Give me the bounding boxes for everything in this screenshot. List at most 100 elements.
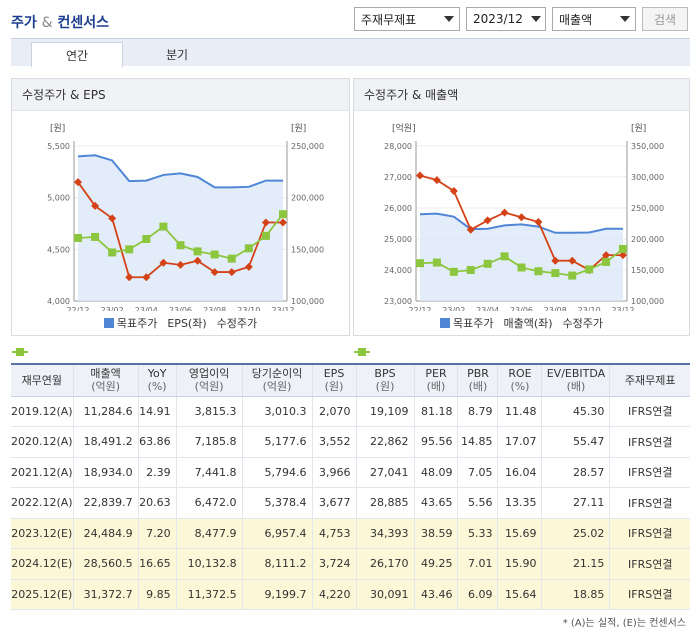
table-header-row: 재무연월 매출액 (억원) YoY (%) 영업이익 (억원) 당기순이익 (억원) EPS (원)… [11,363,690,397]
column-header: 재무연월 [11,363,74,397]
table-cell: 14.91 [137,396,177,427]
table-cell: 2022.12(A) [11,487,74,519]
column-header-unit: (원) [375,380,395,394]
left-series-point [432,176,441,185]
price-series-point [193,247,202,256]
column-header: 주재무제표 [609,363,690,397]
sales-chart-legend: 목표주가 매출액(좌) 수정주가 [354,315,689,356]
left-tick-label: 25,000 [384,235,412,244]
table-cell: 18.85 [541,579,610,610]
column-header-label: 재무연월 [21,373,63,387]
price-series-point [159,222,168,231]
standard-select[interactable]: 주재무제표 [354,7,460,31]
left-series-point [74,178,82,187]
x-tick-label: 23/10 [578,306,601,311]
right-tick-label: 100,000 [291,297,324,306]
table-cell: 3,815.3 [175,396,243,427]
left-series-point [449,186,458,195]
column-header-label: EV/EBITDA [546,367,606,381]
table-cell: 95.56 [413,426,458,458]
table-cell: IFRS연결 [609,579,690,610]
target-price-area [420,213,623,301]
table-cell: 5.33 [457,518,498,549]
standard-select-value: 주재무제표 [361,12,417,27]
filter-bar: 주재무제표 2023/12 매출액 검색 [354,7,688,31]
table-cell: 27,041 [355,457,414,488]
table-cell: 27.11 [541,487,610,519]
left-tick-label: 26,000 [384,204,412,213]
table-cell: 3,677 [311,487,357,519]
table-cell: 11,284.6 [72,396,139,427]
table-body: 2019.12(A) 11,284.6 14.91 3,815.3 3,010.3 2,0… [11,396,690,610]
table-cell: 3,552 [311,426,357,458]
right-tick-label: 350,000 [631,142,664,151]
left-series-point [466,225,475,234]
right-axis-unit: [원] [291,123,306,134]
table-cell: IFRS연결 [609,426,690,458]
legend-target: 목표주가 [439,315,493,331]
financial-table: 재무연월 매출액 (억원) YoY (%) 영업이익 (억원) 당기순이익 (억원) EPS (원)… [11,363,690,610]
table-cell: 6,957.4 [241,518,313,549]
price-series-point [466,266,475,274]
column-header: EV/EBITDA (배) [541,363,610,397]
x-tick-label: 23/10 [237,306,260,311]
x-tick-label: 23/08 [544,306,567,311]
table-cell: 14.85 [457,426,498,458]
table-cell: 8,477.9 [175,518,243,549]
legend-swatch [354,348,370,356]
search-button[interactable]: 검색 [642,7,688,31]
column-header-label: 주재무제표 [624,373,676,387]
column-header: 영업이익 (억원) [175,363,243,397]
price-series-point [449,267,458,276]
left-series-point [108,214,117,223]
period-select-value: 2023/12 [473,12,523,26]
x-tick-label: 23/02 [442,306,465,311]
legend-target: 목표주가 [103,315,157,331]
left-series-point [210,268,219,277]
period-select[interactable]: 2023/12 [466,7,546,31]
tab-annual[interactable]: 연간 [31,42,123,67]
column-header-unit: (억원) [194,380,224,394]
right-tick-label: 150,000 [291,245,324,254]
column-header-unit: (%) [510,380,530,394]
price-series-point [602,257,611,266]
period-tabs: 연간 분기 [11,38,690,67]
legend-sales: 매출액(좌) [354,315,553,356]
price-series-point [483,259,492,268]
table-cell: 4,753 [311,518,357,549]
table-row: 2019.12(A) 11,284.6 14.91 3,815.3 3,010.3 2,0… [11,396,690,427]
x-tick-label: 23/06 [169,306,192,311]
table-cell: 15.69 [497,518,542,549]
left-series-point [261,218,270,227]
table-cell: 45.30 [541,396,610,427]
item-select[interactable]: 매출액 [552,7,636,31]
table-cell: 26,170 [355,548,414,580]
column-header-unit: (%) [147,380,167,394]
title-sub: 컨센서스 [57,15,109,31]
right-tick-label: 250,000 [291,142,324,151]
chevron-down-icon [444,16,454,22]
table-cell: 22,839.7 [72,487,139,519]
table-cell: 11.48 [497,396,542,427]
table-cell: 8,111.2 [241,548,313,580]
left-series-point [227,268,236,277]
table-row: 2023.12(E) 24,484.9 7.20 8,477.9 6,957.4 4,75… [11,518,690,549]
table-row: 2025.12(E) 31,372.7 9.85 11,372.5 9,199.7 4,2… [11,579,690,610]
left-series-point [91,201,100,210]
table-cell: 5.56 [457,487,498,519]
left-series-point [176,260,185,269]
column-header-unit: (배) [426,380,446,394]
table-cell: 2020.12(A) [11,426,74,458]
table-cell: 6,472.0 [175,487,243,519]
eps-chart-legend: 목표주가 EPS(좌) 수정주가 [12,315,349,356]
price-series-point [244,244,253,253]
tab-quarterly[interactable]: 분기 [165,48,189,62]
table-cell: 25.02 [541,518,610,549]
left-axis-unit: [원] [50,123,65,134]
column-header-label: PBR [467,367,489,381]
column-header: BPS (원) [355,363,414,397]
left-tick-label: 4,000 [47,297,70,306]
table-cell: 13.35 [497,487,542,519]
column-header-label: 영업이익 [188,367,230,381]
table-cell: 16.65 [137,548,177,580]
